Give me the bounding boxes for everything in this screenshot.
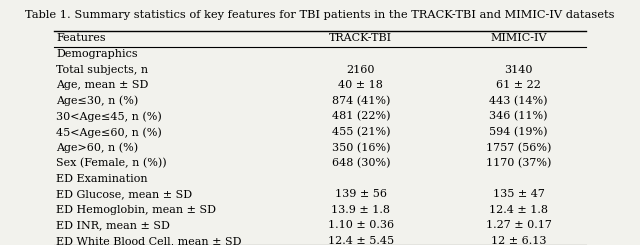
Text: 874 (41%): 874 (41%) [332, 96, 390, 106]
Text: 1.10 ± 0.36: 1.10 ± 0.36 [328, 220, 394, 231]
Text: ED Glucose, mean ± SD: ED Glucose, mean ± SD [56, 189, 193, 199]
Text: 30<Age≤45, n (%): 30<Age≤45, n (%) [56, 111, 162, 122]
Text: 139 ± 56: 139 ± 56 [335, 189, 387, 199]
Text: 1170 (37%): 1170 (37%) [486, 158, 551, 169]
Text: 40 ± 18: 40 ± 18 [339, 80, 383, 90]
Text: 346 (11%): 346 (11%) [489, 111, 548, 122]
Text: 648 (30%): 648 (30%) [332, 158, 390, 169]
Text: 12 ± 6.13: 12 ± 6.13 [491, 236, 546, 245]
Text: 443 (14%): 443 (14%) [489, 96, 548, 106]
Text: 481 (22%): 481 (22%) [332, 111, 390, 122]
Text: TRACK-TBI: TRACK-TBI [329, 33, 392, 43]
Text: ED White Blood Cell, mean ± SD: ED White Blood Cell, mean ± SD [56, 236, 242, 245]
Text: Sex (Female, n (%)): Sex (Female, n (%)) [56, 158, 167, 169]
Text: 455 (21%): 455 (21%) [332, 127, 390, 137]
Text: ED Examination: ED Examination [56, 174, 148, 184]
Text: Table 1. Summary statistics of key features for TBI patients in the TRACK-TBI an: Table 1. Summary statistics of key featu… [25, 10, 615, 20]
Text: MIMIC-IV: MIMIC-IV [490, 33, 547, 43]
Text: Demographics: Demographics [56, 49, 138, 59]
Text: 350 (16%): 350 (16%) [332, 143, 390, 153]
Text: 1757 (56%): 1757 (56%) [486, 143, 551, 153]
Text: 3140: 3140 [504, 65, 532, 74]
Text: 61 ± 22: 61 ± 22 [496, 80, 541, 90]
Text: Age≤30, n (%): Age≤30, n (%) [56, 96, 138, 106]
Text: Features: Features [56, 33, 106, 43]
Text: Age>60, n (%): Age>60, n (%) [56, 143, 138, 153]
Text: 13.9 ± 1.8: 13.9 ± 1.8 [332, 205, 390, 215]
Text: 12.4 ± 1.8: 12.4 ± 1.8 [489, 205, 548, 215]
Text: ED INR, mean ± SD: ED INR, mean ± SD [56, 220, 170, 231]
Text: 2160: 2160 [346, 65, 375, 74]
Text: 1.27 ± 0.17: 1.27 ± 0.17 [486, 220, 552, 231]
Text: 45<Age≤60, n (%): 45<Age≤60, n (%) [56, 127, 162, 137]
Text: Age, mean ± SD: Age, mean ± SD [56, 80, 148, 90]
Text: Total subjects, n: Total subjects, n [56, 65, 148, 74]
Text: 135 ± 47: 135 ± 47 [493, 189, 545, 199]
Text: ED Hemoglobin, mean ± SD: ED Hemoglobin, mean ± SD [56, 205, 216, 215]
Text: 12.4 ± 5.45: 12.4 ± 5.45 [328, 236, 394, 245]
Text: 594 (19%): 594 (19%) [489, 127, 548, 137]
